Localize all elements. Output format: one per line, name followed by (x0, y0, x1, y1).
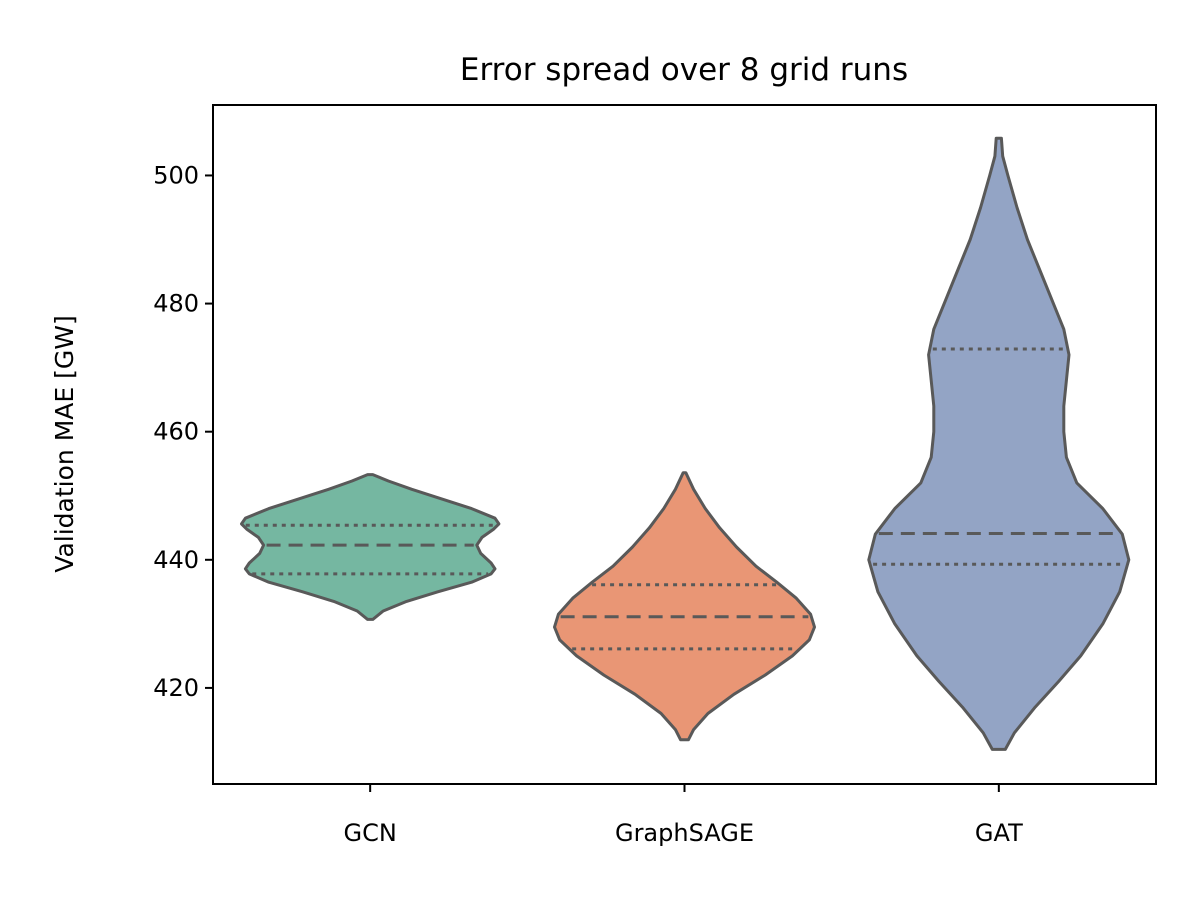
y-tick-label: 440 (153, 546, 199, 574)
violin-body (553, 471, 816, 742)
chart-title: Error spread over 8 grid runs (460, 52, 908, 88)
y-tick-label: 480 (153, 290, 199, 318)
violin-gcn (240, 473, 501, 621)
y-tick-label: 500 (153, 161, 199, 189)
x-tick-label: GAT (975, 819, 1023, 847)
violin-body (867, 136, 1131, 751)
x-tick-label: GraphSAGE (615, 819, 754, 847)
violins-layer (240, 136, 1131, 751)
y-axis-label: Validation MAE [GW] (50, 315, 79, 572)
x-tick-label: GCN (344, 819, 397, 847)
violin-graphsage (553, 471, 816, 742)
violin-gat (867, 136, 1131, 751)
plot-frame (212, 104, 1157, 785)
y-axis: 420 440 460 480 500 (153, 161, 213, 702)
y-tick-label: 420 (153, 674, 199, 702)
violin-body (240, 473, 501, 621)
x-axis: GCN GraphSAGE GAT (344, 784, 1023, 847)
y-tick-label: 460 (153, 418, 199, 446)
